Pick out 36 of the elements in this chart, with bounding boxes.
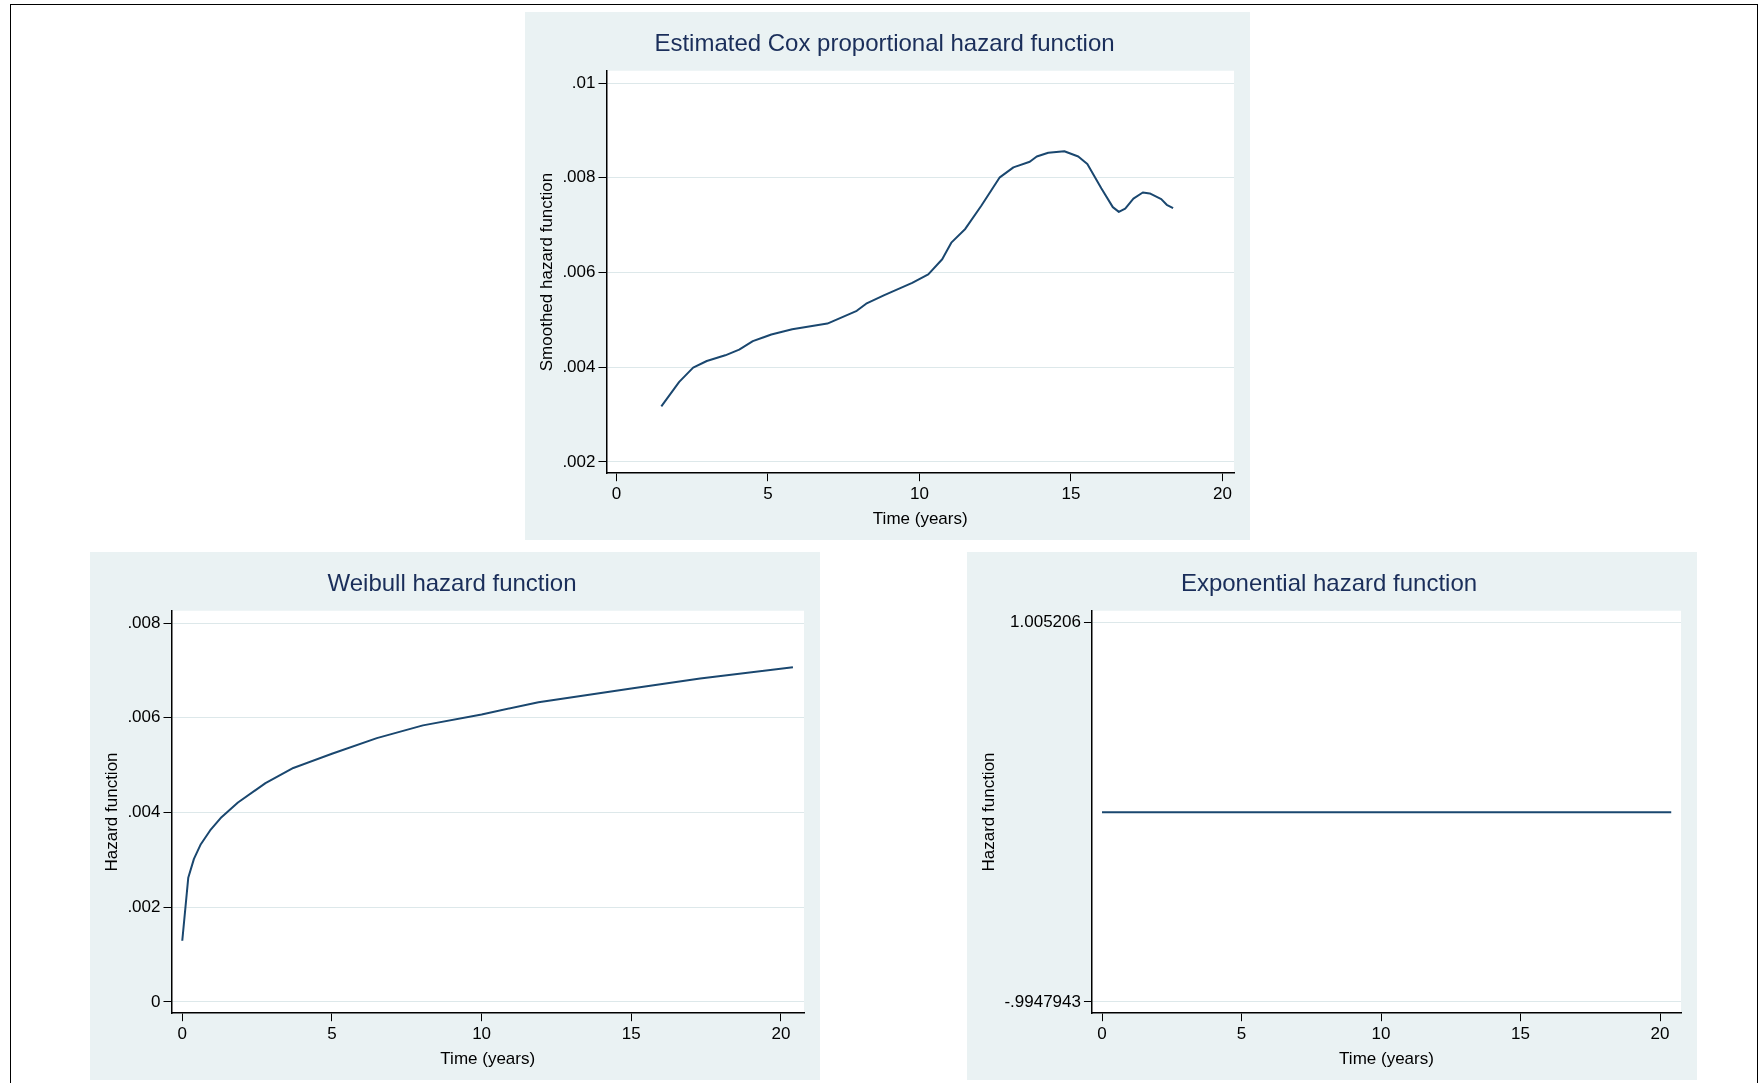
- x-axis-title: Time (years): [440, 1049, 536, 1069]
- y-tick-label: .004: [127, 802, 161, 822]
- chart-title: Estimated Cox proportional hazard function: [654, 29, 1115, 57]
- x-tick-label: 20: [1213, 484, 1232, 504]
- x-tick-label: 5: [763, 484, 773, 504]
- x-axis-title: Time (years): [1339, 1049, 1434, 1069]
- y-tick-label: .008: [127, 612, 161, 632]
- y-tick-label: .004: [562, 356, 596, 376]
- x-tick-label: 5: [327, 1024, 337, 1044]
- chart-title: Weibull hazard function: [327, 569, 577, 597]
- x-tick-label: 20: [1650, 1024, 1670, 1044]
- y-tick-label: .008: [562, 167, 596, 187]
- x-tick-label: 20: [771, 1024, 791, 1044]
- y-tick-label: 1.005206: [1010, 612, 1081, 632]
- y-tick-label: .002: [127, 896, 161, 916]
- chart-title: Exponential hazard function: [1180, 569, 1478, 597]
- x-tick-label: 0: [1097, 1024, 1107, 1044]
- y-tick-label: .006: [127, 707, 161, 727]
- y-axis-title: Smoothed hazard function: [536, 172, 556, 372]
- x-tick-label: 0: [611, 484, 622, 504]
- y-axis-title: Hazard function: [101, 752, 121, 872]
- x-tick-label: 15: [621, 1024, 641, 1044]
- y-tick-label: 0: [151, 991, 161, 1011]
- y-tick-label: -.9947943: [1004, 991, 1081, 1011]
- x-tick-label: 5: [1236, 1024, 1247, 1044]
- x-axis-title: Time (years): [872, 509, 968, 529]
- x-tick-label: 10: [472, 1024, 492, 1044]
- y-tick-label: .002: [562, 451, 596, 471]
- y-tick-label: .006: [562, 262, 596, 282]
- x-tick-label: 10: [1371, 1024, 1391, 1044]
- x-tick-label: 10: [910, 484, 929, 504]
- x-tick-label: 15: [1061, 484, 1081, 504]
- y-axis-title: Hazard function: [978, 752, 998, 872]
- x-tick-label: 15: [1511, 1024, 1531, 1044]
- y-tick-label: .01: [571, 72, 596, 92]
- x-tick-label: 0: [177, 1024, 187, 1044]
